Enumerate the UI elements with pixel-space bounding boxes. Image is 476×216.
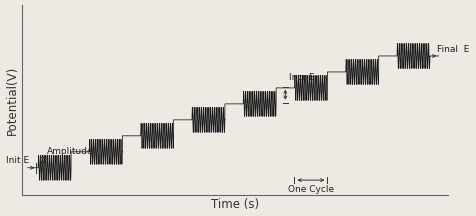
Y-axis label: Potential(V): Potential(V)	[6, 65, 19, 135]
Text: Final  E: Final E	[437, 45, 470, 54]
Text: Incr E: Incr E	[289, 73, 315, 82]
Text: Amplitude: Amplitude	[47, 147, 93, 156]
X-axis label: Time (s): Time (s)	[211, 198, 259, 211]
Text: One Cycle: One Cycle	[288, 184, 334, 194]
Text: Init E: Init E	[6, 156, 29, 165]
